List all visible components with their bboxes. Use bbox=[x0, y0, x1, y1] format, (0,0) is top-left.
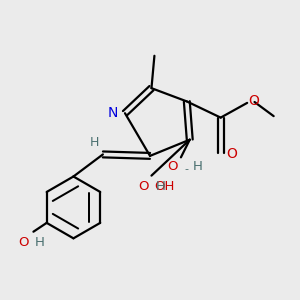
Text: H: H bbox=[193, 160, 202, 173]
Text: H: H bbox=[35, 236, 45, 249]
Text: H: H bbox=[89, 136, 99, 149]
Text: O: O bbox=[249, 94, 260, 107]
Text: O: O bbox=[167, 160, 178, 173]
Text: O: O bbox=[19, 236, 29, 249]
Text: H: H bbox=[156, 180, 166, 193]
Text: N: N bbox=[107, 106, 118, 120]
Text: O: O bbox=[226, 147, 237, 161]
Text: OH: OH bbox=[154, 180, 175, 193]
Text: -: - bbox=[185, 164, 189, 174]
Text: O: O bbox=[138, 180, 148, 193]
